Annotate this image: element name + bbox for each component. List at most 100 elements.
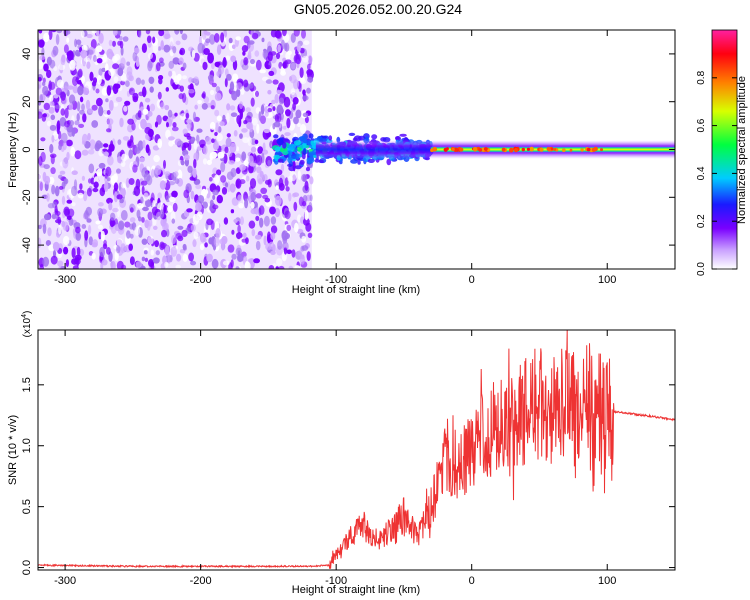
- noise-speck: [55, 219, 62, 224]
- noise-speck: [113, 76, 119, 84]
- noise-speck: [177, 225, 184, 230]
- noise-speck: [231, 229, 235, 235]
- snr-y-axis-title: SNR (10 * v/v): [7, 415, 19, 485]
- noise-speck: [83, 190, 88, 202]
- noise-speck: [218, 64, 225, 75]
- colorbar: 0.0 0.2 0.4 0.6 0.8 Normalized spectral ampl…: [696, 29, 748, 276]
- noise-speck: [168, 181, 176, 186]
- noise-speck: [206, 159, 212, 166]
- noise-speck: [209, 34, 216, 45]
- noise-speck: [171, 234, 177, 245]
- noise-speck: [120, 210, 128, 221]
- noise-speck: [209, 121, 216, 130]
- noise-speck: [201, 93, 206, 99]
- noise-speck: [248, 155, 254, 165]
- noise-speck: [144, 97, 151, 103]
- noise-speck: [92, 187, 99, 193]
- noise-speck: [58, 143, 62, 151]
- noise-speck: [117, 139, 122, 145]
- noise-speck: [198, 35, 203, 45]
- noise-speck: [126, 230, 131, 239]
- band-speck: [273, 134, 279, 139]
- snr-y-multiplier-close: ): [22, 311, 33, 314]
- noise-speck: [97, 207, 104, 217]
- noise-speck: [220, 161, 226, 173]
- noise-speck: [175, 264, 181, 269]
- noise-speck: [106, 85, 112, 96]
- noise-speck: [45, 240, 52, 246]
- noise-speck: [82, 113, 87, 123]
- noise-speck: [274, 93, 279, 104]
- noise-speck: [302, 112, 309, 118]
- noise-speck: [183, 246, 187, 251]
- band-speck: [371, 134, 378, 140]
- carrier-peak: [593, 146, 598, 152]
- noise-speck: [93, 181, 99, 189]
- noise-speck: [284, 232, 290, 240]
- noise-speck: [247, 136, 252, 146]
- x-tick-label: -300: [54, 274, 76, 286]
- snr-y-multiplier-base: (x10: [22, 317, 33, 337]
- noise-speck: [250, 201, 255, 209]
- noise-speck: [53, 131, 59, 140]
- noise-speck: [120, 187, 126, 198]
- band-speck: [299, 144, 307, 149]
- noise-speck: [132, 92, 139, 101]
- noise-speck: [235, 266, 240, 269]
- noise-speck: [108, 202, 113, 211]
- noise-speck: [104, 172, 108, 179]
- noise-speck: [248, 164, 254, 174]
- noise-speck: [168, 196, 176, 203]
- noise-speck: [135, 77, 142, 85]
- noise-speck: [188, 77, 193, 83]
- noise-speck: [271, 99, 276, 105]
- noise-speck: [265, 79, 273, 84]
- noise-speck: [133, 185, 141, 197]
- noise-speck: [168, 70, 173, 77]
- noise-speck: [290, 33, 296, 43]
- noise-speck: [112, 30, 118, 36]
- noise-speck: [108, 143, 115, 152]
- noise-speck: [67, 50, 74, 62]
- noise-speck: [176, 84, 181, 90]
- noise-speck: [43, 102, 50, 111]
- noise-speck: [165, 129, 171, 139]
- noise-speck: [296, 43, 301, 53]
- noise-speck: [154, 121, 159, 128]
- band-speck: [294, 165, 302, 170]
- noise-speck: [159, 209, 165, 219]
- noise-speck: [255, 90, 259, 97]
- noise-speck: [175, 232, 183, 240]
- noise-speck: [117, 67, 124, 77]
- noise-speck: [54, 185, 60, 197]
- noise-speck: [203, 48, 211, 55]
- noise-speck: [235, 36, 241, 41]
- noise-speck: [229, 81, 235, 92]
- band-speck: [274, 146, 280, 153]
- noise-speck: [102, 243, 108, 250]
- band-speck: [299, 159, 305, 165]
- noise-speck: [302, 95, 309, 101]
- x-tick-label: -100: [325, 575, 347, 587]
- noise-speck: [137, 110, 142, 118]
- band-speck: [287, 156, 293, 164]
- noise-speck: [262, 149, 269, 155]
- noise-speck: [75, 39, 82, 45]
- noise-speck: [96, 97, 103, 107]
- noise-speck: [235, 179, 240, 188]
- snr-y-multiplier: (x104): [21, 311, 33, 338]
- noise-speck: [225, 137, 232, 148]
- snr-plot-area: [38, 330, 675, 569]
- band-speck: [353, 135, 362, 142]
- noise-speck: [128, 149, 133, 159]
- noise-speck: [175, 40, 181, 46]
- noise-speck: [270, 30, 277, 38]
- noise-speck: [50, 167, 56, 175]
- noise-speck: [78, 123, 85, 128]
- noise-speck: [272, 106, 276, 112]
- noise-speck: [250, 208, 258, 215]
- noise-speck: [211, 82, 217, 88]
- noise-speck: [91, 252, 96, 260]
- noise-speck: [101, 87, 109, 96]
- noise-speck: [205, 38, 211, 44]
